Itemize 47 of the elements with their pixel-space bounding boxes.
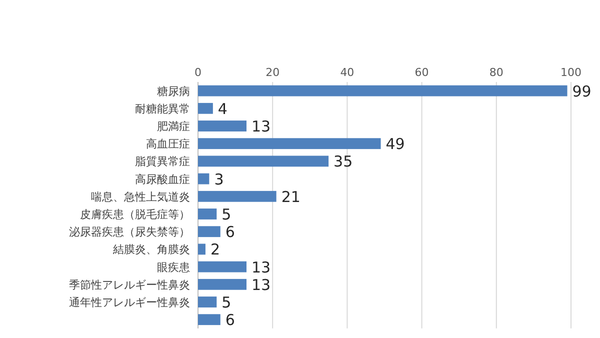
bar <box>198 85 568 96</box>
data-label: 6 <box>225 311 235 330</box>
data-label: 3 <box>214 170 224 188</box>
y-tick-label: 肥満症 <box>157 120 190 133</box>
bar <box>198 190 276 202</box>
bar <box>198 314 220 326</box>
y-tick-label: 糖尿病 <box>157 84 190 98</box>
data-label: 99 <box>572 82 592 100</box>
bar <box>198 120 246 132</box>
bar <box>198 208 217 220</box>
bar <box>198 102 213 114</box>
bar <box>198 244 206 255</box>
y-tick-label: 脂質異常症 <box>135 155 190 168</box>
y-tick-label: 喘息、急性上気道炎 <box>91 190 190 204</box>
data-label: 13 <box>251 118 271 136</box>
data-label: 6 <box>225 223 235 242</box>
y-tick-label: 結膜炎、角膜炎 <box>112 243 190 256</box>
bar <box>198 173 210 184</box>
x-tick-label: 40 <box>340 66 354 79</box>
x-tick-label: 60 <box>414 66 429 79</box>
x-tick-label: 80 <box>489 66 504 79</box>
data-label: 5 <box>222 206 232 224</box>
bar <box>198 156 329 167</box>
data-label: 5 <box>222 294 232 312</box>
y-tick-label: 耐糖能異常 <box>135 102 190 116</box>
data-label: 13 <box>251 276 271 294</box>
bar <box>198 138 381 150</box>
y-tick-label: 季節性アレルギー性鼻炎 <box>69 278 190 292</box>
bar <box>198 261 246 272</box>
bar <box>198 296 217 308</box>
data-label: 2 <box>210 240 220 259</box>
data-label: 21 <box>281 188 300 206</box>
x-tick-label: 0 <box>194 66 202 79</box>
y-tick-label: 高尿酸血症 <box>135 172 190 186</box>
y-tick-label: 皮膚疾患（脱毛症等） <box>80 208 190 221</box>
y-tick-label: 眼疾患 <box>157 260 190 274</box>
data-label: 4 <box>218 100 228 118</box>
data-label: 35 <box>334 152 353 171</box>
bar <box>198 278 246 290</box>
y-tick-label: 高血圧症 <box>146 138 190 151</box>
data-label: 13 <box>251 258 271 276</box>
y-tick-label: 通年性アレルギー性鼻炎 <box>69 296 190 309</box>
x-tick-label: 20 <box>266 66 280 79</box>
bar <box>198 226 220 238</box>
x-tick-label: 100 <box>560 66 582 79</box>
y-tick-label: 泌尿器疾患（尿失禁等） <box>69 226 190 239</box>
data-label: 49 <box>386 135 405 154</box>
